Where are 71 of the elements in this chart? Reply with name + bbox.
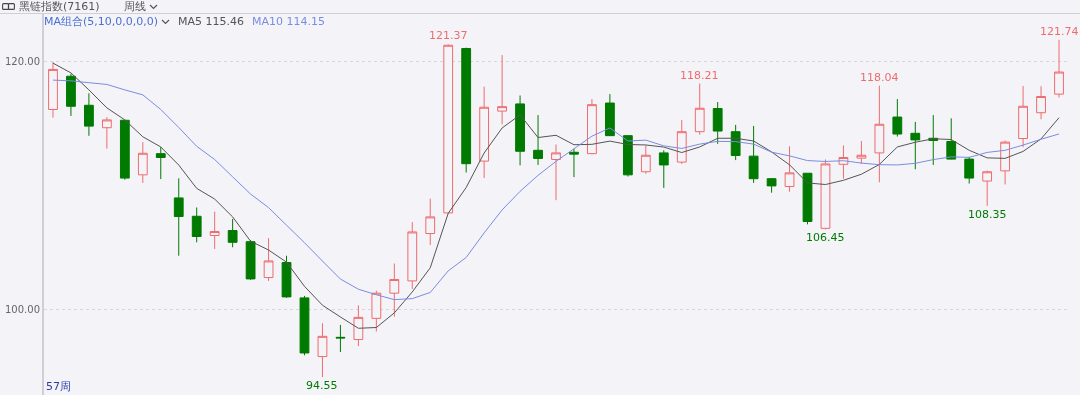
annotation: 121.74 bbox=[1040, 25, 1079, 38]
candlestick bbox=[299, 295, 310, 356]
candlestick bbox=[479, 86, 490, 179]
annotation: 118.04 bbox=[860, 71, 899, 84]
candlestick bbox=[335, 324, 346, 353]
candlestick bbox=[209, 211, 220, 250]
y-tick-label: 100.00 bbox=[5, 303, 40, 315]
candlestick bbox=[587, 98, 597, 155]
candlestick bbox=[802, 172, 813, 225]
candlestick bbox=[712, 101, 723, 145]
candlestick bbox=[84, 92, 94, 137]
candlestick bbox=[245, 239, 256, 281]
y-tick-label: 120.00 bbox=[5, 55, 40, 67]
candlestick bbox=[425, 198, 436, 246]
candlestick bbox=[191, 206, 202, 243]
line-series bbox=[52, 79, 1060, 301]
chart-title: 黑链指数(7161) bbox=[19, 0, 100, 14]
legend-label: MA5 115.46 bbox=[178, 15, 245, 28]
candlestick bbox=[515, 94, 525, 166]
candlestick bbox=[389, 263, 400, 318]
annotation: 121.37 bbox=[429, 29, 468, 42]
candlestick bbox=[533, 114, 543, 166]
candlestick bbox=[892, 98, 903, 138]
candlestick bbox=[371, 290, 382, 332]
candlestick bbox=[66, 73, 76, 117]
candlestick bbox=[281, 255, 292, 299]
candlestick bbox=[119, 119, 130, 181]
candlestick bbox=[820, 158, 831, 230]
candlestick bbox=[155, 146, 166, 180]
annotation: 57周 bbox=[46, 380, 71, 393]
candlestick bbox=[173, 177, 184, 257]
candlestick bbox=[784, 145, 795, 193]
candlestick bbox=[676, 119, 687, 165]
candlestick bbox=[856, 140, 867, 165]
candlestick bbox=[227, 218, 238, 248]
candlestick bbox=[766, 177, 777, 194]
candlestick bbox=[694, 83, 705, 136]
candlestick bbox=[1018, 85, 1028, 148]
candlestick bbox=[604, 93, 615, 137]
candlestick bbox=[982, 170, 993, 207]
text: MA10 114.15 bbox=[252, 15, 326, 28]
candlestick bbox=[1036, 85, 1046, 120]
annotation: 118.21 bbox=[680, 69, 719, 82]
annotation: 94.55 bbox=[306, 379, 338, 392]
candlestick bbox=[551, 143, 561, 201]
candlestick bbox=[874, 85, 885, 183]
candlestick bbox=[263, 237, 274, 282]
candlestick bbox=[730, 124, 741, 161]
candlestick bbox=[461, 47, 472, 173]
candlestick bbox=[640, 144, 651, 175]
candlestick bbox=[317, 322, 328, 378]
candlestick bbox=[622, 134, 633, 177]
candlestick bbox=[407, 221, 418, 290]
candlestick bbox=[1054, 39, 1064, 98]
annotation: 106.45 bbox=[806, 231, 845, 244]
candlestick bbox=[48, 61, 58, 119]
candlestick bbox=[497, 54, 508, 125]
candlestick bbox=[964, 156, 975, 185]
candlestick bbox=[443, 43, 454, 215]
candlestick bbox=[569, 148, 579, 178]
chart-subtitle: 周线 bbox=[123, 0, 146, 14]
candlestick bbox=[353, 304, 364, 347]
annotation: MA组合(5,10,0,0,0,0) bbox=[44, 14, 159, 29]
candlestick bbox=[748, 125, 759, 184]
candlestick bbox=[910, 121, 921, 170]
line-series bbox=[52, 62, 1060, 329]
candlestick bbox=[137, 141, 148, 184]
candlestick bbox=[101, 116, 112, 150]
candlestick bbox=[658, 149, 669, 189]
candlestick bbox=[1000, 140, 1011, 186]
annotation: 108.35 bbox=[968, 208, 1007, 221]
